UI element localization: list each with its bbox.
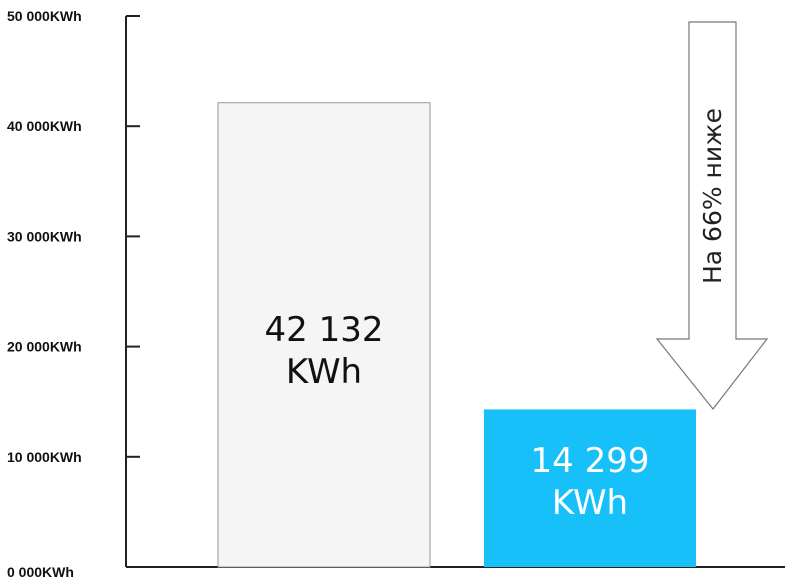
y-tick-label: 20 000KWh bbox=[7, 339, 82, 355]
y-tick-label: 0 000KWh bbox=[7, 564, 74, 579]
reduction-arrow: На 66% ниже bbox=[655, 21, 769, 410]
y-tick-label: 30 000KWh bbox=[7, 228, 82, 244]
reduction-annotation: На 66% ниже bbox=[698, 108, 727, 284]
y-tick-label: 40 000KWh bbox=[7, 118, 82, 134]
bar bbox=[217, 102, 431, 568]
bars-group: 42 132 KWh 14 299 KWh bbox=[217, 102, 696, 568]
y-tick-label: 10 000KWh bbox=[7, 449, 82, 465]
bar-value-label: 42 132 KWh bbox=[265, 310, 384, 392]
bar-value-label: 14 299 KWh bbox=[531, 441, 650, 523]
y-tick-label: 50 000KWh bbox=[7, 8, 82, 24]
down-arrow-icon bbox=[655, 21, 769, 410]
bar bbox=[484, 409, 696, 567]
